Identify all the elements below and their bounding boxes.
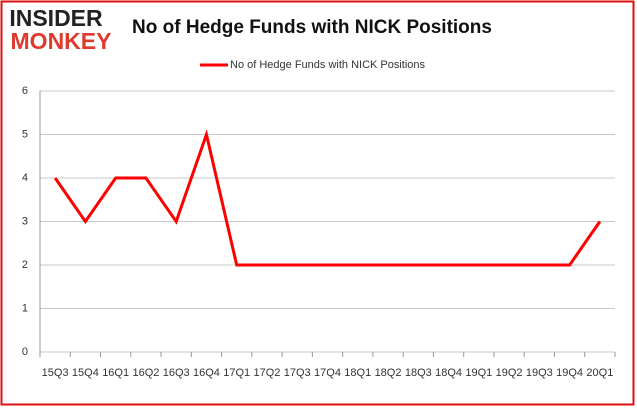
x-tick-label: 17Q4 (314, 367, 341, 379)
logo-top: INSIDER (9, 5, 103, 31)
y-tick-label: 3 (22, 215, 28, 227)
logo-bottom: MONKEY (11, 28, 112, 54)
x-tick-label: 18Q3 (405, 367, 432, 379)
y-tick-label: 2 (22, 259, 28, 271)
x-tick-label: 20Q1 (586, 367, 613, 379)
x-tick-label: 18Q1 (344, 367, 371, 379)
x-tick-label: 17Q2 (254, 367, 281, 379)
x-tick-label: 16Q2 (132, 367, 159, 379)
x-tick-label: 16Q3 (163, 367, 190, 379)
x-tick-label: 16Q1 (102, 367, 129, 379)
y-tick-label: 4 (22, 172, 28, 184)
y-tick-label: 1 (22, 302, 28, 314)
y-tick-label: 0 (22, 346, 28, 358)
series-line (53, 129, 602, 267)
x-tick-label: 19Q4 (556, 367, 583, 379)
x-tick-label: 18Q2 (375, 367, 402, 379)
x-tick-label: 18Q4 (435, 367, 462, 379)
x-tick-label: 17Q1 (223, 367, 250, 379)
legend-label: No of Hedge Funds with NICK Positions (230, 59, 426, 71)
y-tick-label: 6 (22, 85, 28, 97)
x-tick-label: 15Q4 (72, 367, 99, 379)
y-tick-label: 5 (22, 128, 28, 140)
x-tick-label: 15Q3 (42, 367, 69, 379)
x-tick-label: 19Q2 (496, 367, 523, 379)
x-tick-label: 19Q1 (465, 367, 492, 379)
x-tick-label: 17Q3 (284, 367, 311, 379)
chart-title: No of Hedge Funds with NICK Positions (132, 17, 492, 38)
x-tick-label: 16Q4 (193, 367, 220, 379)
x-tick-label: 19Q3 (526, 367, 553, 379)
